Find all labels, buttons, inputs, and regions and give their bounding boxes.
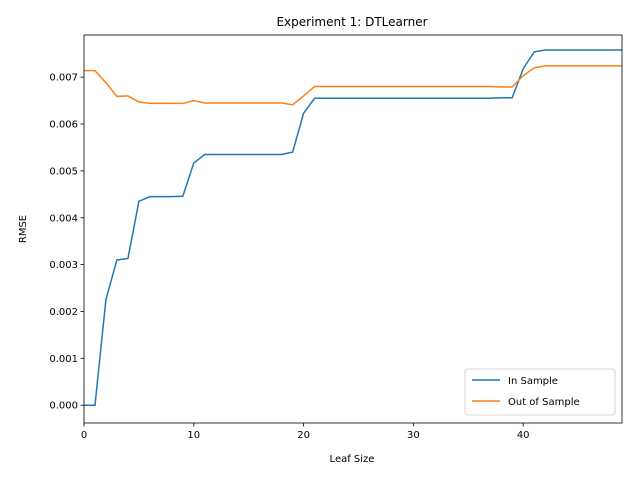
- x-tick-label: 0: [81, 430, 87, 441]
- y-tick-label: 0.005: [49, 166, 78, 177]
- series-line-in-sample: [84, 49, 622, 406]
- plot-area: 0 10 20 30 40 0.000 0.001 0.002 0.003 0.004 0.005 0…: [49, 34, 623, 441]
- y-tick-label: 0.002: [49, 307, 78, 318]
- y-tick-label: 0.001: [49, 354, 78, 365]
- y-tick-label: 0.003: [49, 260, 78, 271]
- x-tick-label: 40: [517, 430, 530, 441]
- x-axis-label: Leaf Size: [330, 454, 375, 465]
- chart-title: Experiment 1: DTLearner: [276, 15, 427, 29]
- y-tick-label: 0.004: [49, 213, 78, 224]
- legend-label: In Sample: [508, 376, 558, 387]
- x-tick-label: 20: [297, 430, 310, 441]
- x-tick-label: 30: [407, 430, 420, 441]
- y-tick-label: 0.000: [49, 401, 78, 412]
- axes-frame: [83, 34, 623, 424]
- y-axis-label: RMSE: [18, 215, 29, 243]
- series-line-out-of-sample: [84, 65, 622, 106]
- y-tick-label: 0.006: [49, 120, 78, 131]
- legend-label: Out of Sample: [508, 397, 580, 408]
- legend-box: [464, 368, 616, 416]
- y-tick-label: 0.007: [49, 73, 78, 84]
- x-tick-label: 10: [187, 430, 200, 441]
